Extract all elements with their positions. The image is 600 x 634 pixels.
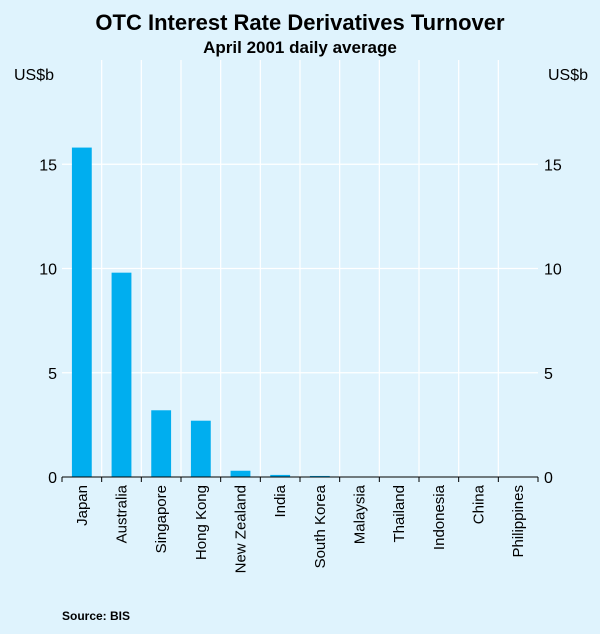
bar-new-zealand — [230, 470, 251, 477]
y-tick-left-15: 15 — [39, 157, 57, 174]
bar-india — [270, 474, 291, 477]
chart-title: OTC Interest Rate Derivatives Turnover — [95, 10, 505, 35]
y-tick-right-15: 15 — [544, 157, 562, 174]
y-tick-left-0: 0 — [48, 470, 57, 487]
x-tick-label-new-zealand: New Zealand — [233, 485, 250, 573]
bar-australia — [111, 272, 132, 477]
x-tick-label-australia: Australia — [114, 484, 131, 543]
y-unit-right: US$b — [548, 67, 588, 84]
y-tick-left-10: 10 — [39, 262, 57, 279]
x-tick-label-china: China — [471, 484, 488, 524]
bars — [71, 147, 330, 477]
y-tick-left-5: 5 — [48, 366, 57, 383]
x-tick-label-india: India — [272, 484, 289, 517]
bar-hong-kong — [190, 420, 211, 477]
x-tick-label-japan: Japan — [74, 485, 91, 526]
tick-labels: 0 0 5 5 10 10 15 15 Japan Australia Singapore Hong … — [39, 157, 562, 573]
source-note: Source: BIS — [62, 609, 130, 623]
y-tick-right-0: 0 — [544, 470, 553, 487]
x-tick-label-singapore: Singapore — [153, 485, 170, 553]
axes — [61, 476, 539, 482]
x-tick-label-philippines: Philippines — [510, 485, 527, 558]
x-tick-label-indonesia: Indonesia — [431, 484, 448, 550]
y-unit-left: US$b — [14, 67, 54, 84]
x-tick-label-thailand: Thailand — [391, 485, 408, 543]
chart-subtitle: April 2001 daily average — [203, 38, 397, 57]
bar-singapore — [151, 410, 172, 477]
grid-lines — [62, 60, 538, 477]
y-tick-right-5: 5 — [544, 366, 553, 383]
bar-japan — [71, 147, 92, 477]
x-tick-label-hong-kong: Hong Kong — [193, 485, 210, 560]
y-tick-right-10: 10 — [544, 262, 562, 279]
x-tick-label-malaysia: Malaysia — [352, 484, 369, 544]
bar-south-korea — [309, 475, 330, 477]
x-tick-label-south-korea: South Korea — [312, 484, 329, 568]
